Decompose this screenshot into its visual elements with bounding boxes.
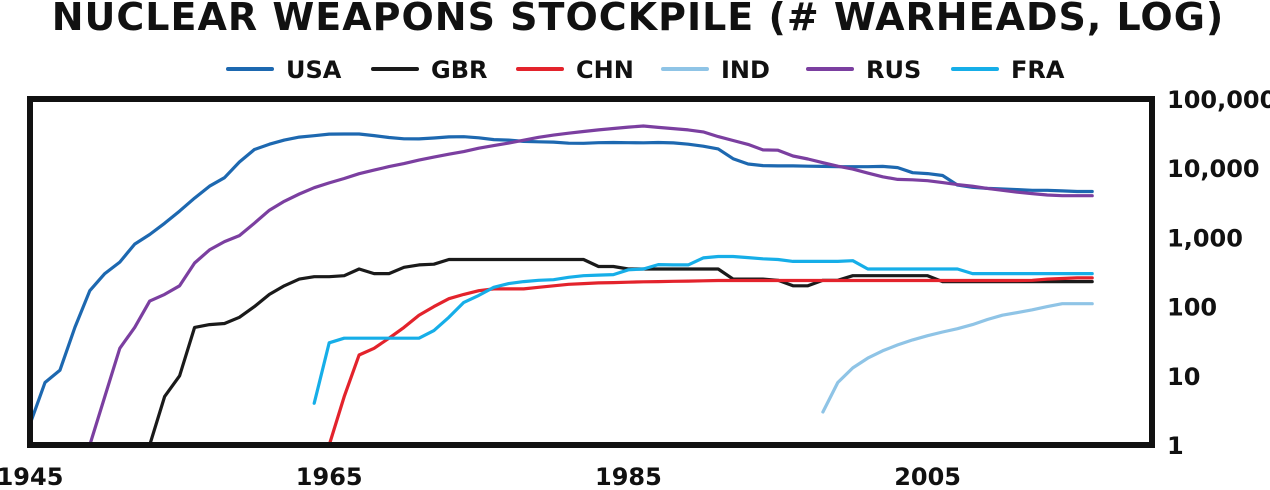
series-line-fra xyxy=(312,254,1094,405)
series-line-ind xyxy=(821,302,1094,414)
legend-item-gbr: GBR xyxy=(371,56,487,84)
y-tick-10: 10 xyxy=(1167,363,1200,391)
legend-item-chn: CHN xyxy=(516,56,634,84)
x-tick-1945: 1945 xyxy=(0,463,63,490)
legend-item-ind: IND xyxy=(661,56,770,84)
x-axis-ticks: 1945 1965 1985 2005 xyxy=(0,463,961,490)
legend-item-fra: FRA xyxy=(951,56,1065,84)
legend-label-rus: RUS xyxy=(866,56,921,84)
y-tick-1: 1 xyxy=(1167,432,1184,460)
y-tick-1-000: 1,000 xyxy=(1167,224,1243,252)
legend-label-fra: FRA xyxy=(1011,56,1065,84)
y-axis-ticks: 1 10 100 1,000 10,000 100,000 xyxy=(1167,86,1270,460)
legend-label-usa: USA xyxy=(286,56,342,84)
legend-label-gbr: GBR xyxy=(431,56,487,84)
legend-item-usa: USA xyxy=(226,56,342,84)
series-layer xyxy=(28,124,1094,447)
y-tick-100: 100 xyxy=(1167,294,1217,322)
legend-item-rus: RUS xyxy=(806,56,921,84)
legend-label-ind: IND xyxy=(721,56,770,84)
plot-frame xyxy=(27,96,1155,448)
legend-label-chn: CHN xyxy=(576,56,634,84)
y-tick-10-000: 10,000 xyxy=(1167,155,1260,183)
y-tick-100-000: 100,000 xyxy=(1167,86,1270,114)
x-tick-2005: 2005 xyxy=(894,463,961,490)
series-line-gbr xyxy=(148,257,1094,447)
chart-title: NUCLEAR WEAPONS STOCKPILE (# WARHEADS, L… xyxy=(52,0,1225,39)
legend: USA GBR CHN IND RUS FRA xyxy=(226,56,1065,84)
series-line-usa xyxy=(28,132,1094,426)
x-tick-1985: 1985 xyxy=(595,463,662,490)
series-line-chn xyxy=(327,276,1094,447)
series-line-rus xyxy=(88,124,1094,447)
x-tick-1965: 1965 xyxy=(296,463,363,490)
